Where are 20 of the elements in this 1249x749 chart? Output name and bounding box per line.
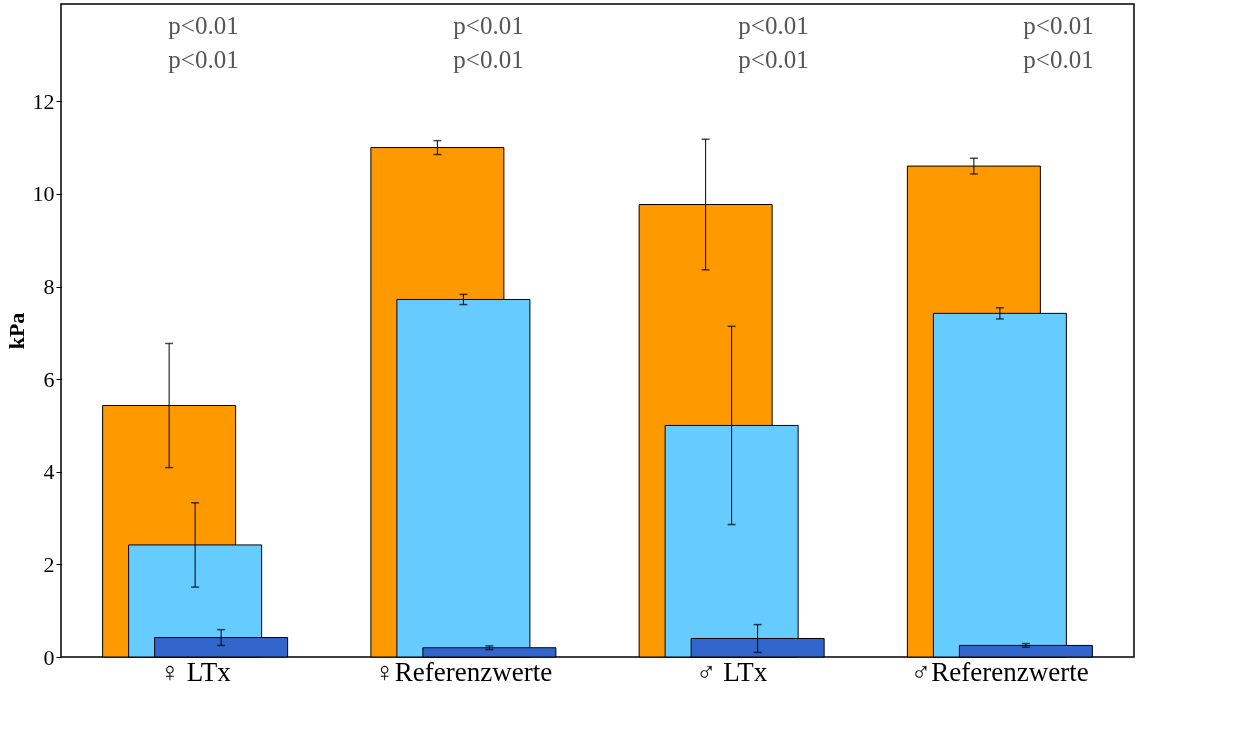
x-tick-label: ♀ LTx xyxy=(159,656,232,687)
annotation: p<0.01 xyxy=(1023,12,1094,39)
annotation: p<0.01 xyxy=(738,46,809,73)
x-tick-label: ♀Referenzwerte xyxy=(374,656,553,687)
y-tick-label: 12 xyxy=(32,88,55,114)
annotation: p<0.01 xyxy=(453,12,524,39)
annotation: p<0.01 xyxy=(168,12,239,39)
annotation: p<0.01 xyxy=(738,12,809,39)
y-tick-label: 4 xyxy=(43,459,55,485)
y-axis-title: kPa xyxy=(3,312,29,350)
y-tick-label: 10 xyxy=(32,181,55,207)
y-tick-label: 6 xyxy=(43,366,55,392)
y-tick-label: 2 xyxy=(43,551,55,577)
annotation: p<0.01 xyxy=(453,46,524,73)
x-tick-label: ♂ LTx xyxy=(696,656,768,687)
y-tick-label: 8 xyxy=(43,274,55,299)
y-tick-label: 0 xyxy=(43,644,55,670)
x-tick-label: ♂Referenzwerte xyxy=(911,656,1089,687)
annotation: p<0.01 xyxy=(1023,46,1094,73)
annotation: p<0.01 xyxy=(168,46,239,73)
